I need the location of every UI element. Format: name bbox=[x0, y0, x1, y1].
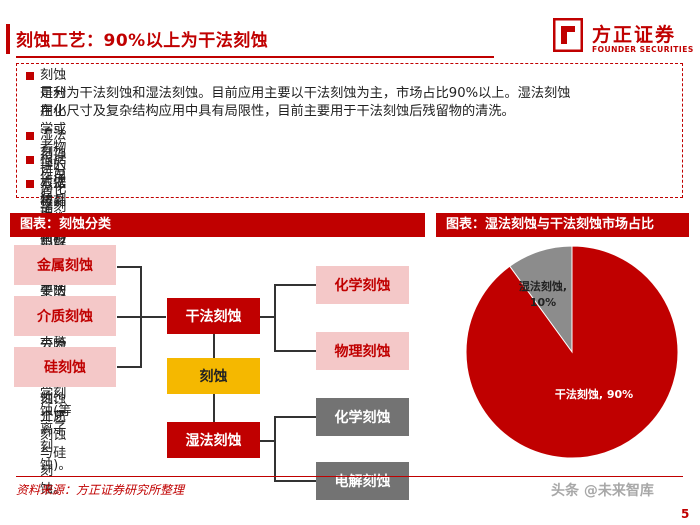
founder-logo-icon bbox=[553, 18, 583, 52]
pie-label-wet-pct: 10% bbox=[530, 296, 556, 309]
connector-dry-phys bbox=[274, 350, 316, 352]
connector-wet-elec bbox=[274, 480, 316, 482]
bullet-square-icon bbox=[26, 132, 34, 140]
connector-dielectric bbox=[117, 316, 166, 318]
box-metal-etch: 金属刻蚀 bbox=[14, 245, 116, 285]
box-wet-etch: 湿法刻蚀 bbox=[167, 422, 260, 458]
box-dry-chemical-etch: 化学刻蚀 bbox=[316, 266, 409, 304]
bullet-square-icon bbox=[26, 72, 34, 80]
bullet-square-icon bbox=[26, 180, 34, 188]
box-etch-root: 刻蚀 bbox=[167, 358, 260, 394]
box-dry-etch: 干法刻蚀 bbox=[167, 298, 260, 334]
pie-label-wet: 湿法刻蚀, bbox=[519, 279, 567, 293]
section-header-market-share: 图表：湿法刻蚀与干法刻蚀市场占比 bbox=[436, 213, 689, 237]
bullet-square-icon bbox=[26, 156, 34, 164]
connector-wet-chem bbox=[274, 416, 316, 418]
source-note: 资料来源：方正证券研究所整理 bbox=[16, 483, 185, 497]
page-title: 刻蚀工艺：90%以上为干法刻蚀 bbox=[16, 31, 269, 51]
connector-root-dry bbox=[213, 332, 215, 358]
title-accent-bar bbox=[6, 24, 10, 54]
pie-slice-dry bbox=[465, 245, 679, 459]
section-header-classification: 图表：刻蚀分类 bbox=[10, 213, 425, 237]
title-underline bbox=[16, 56, 494, 58]
pie-label-dry: 干法刻蚀, 90% bbox=[555, 387, 633, 401]
box-dry-physical-etch: 物理刻蚀 bbox=[316, 332, 409, 370]
connector-dry-out bbox=[260, 316, 276, 318]
logo-subtext: FOUNDER SECURITIES bbox=[592, 45, 694, 54]
bullet-continuation: 可分为干法刻蚀和湿法刻蚀。目前应用主要以干法刻蚀为主，市场占比90%以上。湿法刻… bbox=[40, 86, 571, 101]
watermark: 头条 @未来智库 bbox=[551, 483, 654, 499]
connector-dry-chem bbox=[274, 284, 316, 286]
connector-root-wet bbox=[213, 392, 215, 422]
logo-text: 方正证券 bbox=[592, 24, 677, 46]
connector-wet-out bbox=[260, 440, 276, 442]
box-wet-electrolytic-etch: 电解刻蚀 bbox=[316, 462, 409, 500]
connector-silicon bbox=[117, 366, 142, 368]
bullet-continuation: 在小尺寸及复杂结构应用中具有局限性，目前主要用于干法刻蚀后残留物的清洗。 bbox=[40, 104, 515, 119]
summary-box bbox=[16, 63, 683, 198]
footer-divider bbox=[16, 476, 683, 477]
box-wet-chemical-etch: 化学刻蚀 bbox=[316, 398, 409, 436]
box-silicon-etch: 硅刻蚀 bbox=[14, 347, 116, 387]
page-number: 5 bbox=[681, 507, 690, 521]
connector-wet-spine bbox=[274, 416, 276, 482]
connector-dry-spine bbox=[274, 284, 276, 352]
connector-metal bbox=[117, 266, 142, 268]
market-share-pie-chart: 湿法刻蚀, 10% 干法刻蚀, 90% bbox=[465, 245, 679, 459]
box-dielectric-etch: 介质刻蚀 bbox=[14, 296, 116, 336]
